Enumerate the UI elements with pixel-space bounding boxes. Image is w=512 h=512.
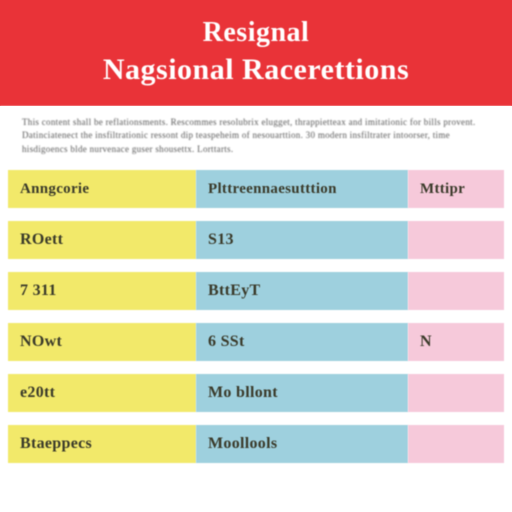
cell: NOwt [8,323,196,361]
cell [408,221,504,259]
table-row: e20tt Mo bllont [8,374,504,412]
table-row: Btaeppecs Moollools [8,425,504,463]
cell: e20tt [8,374,196,412]
page: Resignal Nagsional Racerettions This con… [0,0,512,512]
cell: 6 SSt [196,323,408,361]
cell: Moollools [196,425,408,463]
table-row: 7 311 BttEyT [8,272,504,310]
table-header-row: Anngcorie Plttreennaesutttion Mttipr [8,170,504,208]
title-line-2: Nagsional Racerettions [20,53,492,86]
header-cell-b: Plttreennaesutttion [196,170,408,208]
title-line-1: Resignal [20,18,492,49]
table-row: NOwt 6 SSt N [8,323,504,361]
cell: ROett [8,221,196,259]
header-cell-a: Anngcorie [8,170,196,208]
cell: 7 311 [8,272,196,310]
cell: S13 [196,221,408,259]
cell [408,374,504,412]
title-banner: Resignal Nagsional Racerettions [0,0,512,106]
cell [408,425,504,463]
cell [408,272,504,310]
header-cell-c: Mttipr [408,170,504,208]
cell: Btaeppecs [8,425,196,463]
table-row: ROett S13 [8,221,504,259]
cell: N [408,323,504,361]
cell: BttEyT [196,272,408,310]
intro-paragraph: This content shall be reflationsments. R… [0,106,512,171]
data-table: Anngcorie Plttreennaesutttion Mttipr ROe… [0,170,512,512]
cell: Mo bllont [196,374,408,412]
